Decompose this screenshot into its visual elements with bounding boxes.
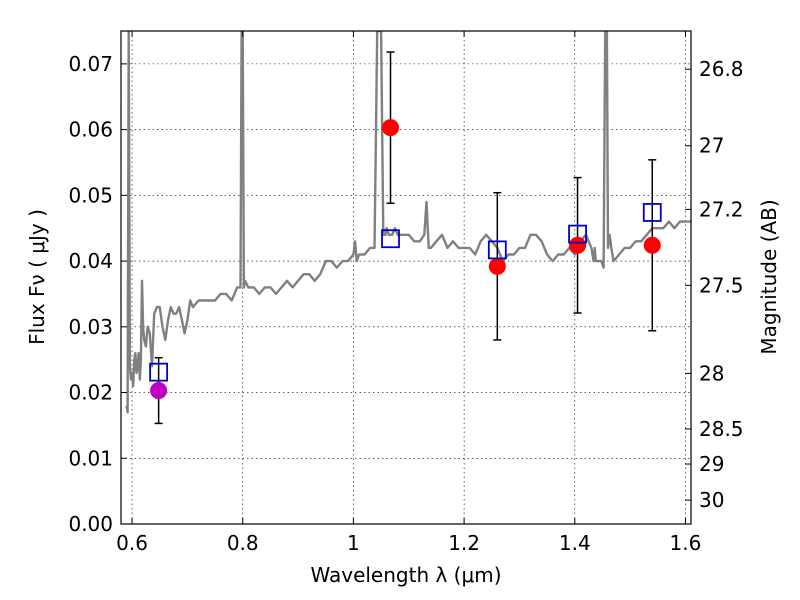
y2-tick-label: 27.5 xyxy=(699,273,744,297)
plot-frame xyxy=(120,30,692,525)
ticks: 0.6 0.8 1 1.2 1.4 1.6 0.00 0.01 0.02 0.03 0.04 0.05… xyxy=(68,31,744,555)
synthetic-photometry-square xyxy=(381,229,400,249)
photometry-point xyxy=(488,257,506,275)
y2-tick-label: 28.5 xyxy=(699,417,744,441)
y-tick-label: 0.04 xyxy=(68,249,113,273)
x-tick-label: 1.6 xyxy=(670,531,702,555)
photometry-point xyxy=(382,119,400,137)
y-tick-label: 0.02 xyxy=(68,381,113,405)
synthetic-photometry-square xyxy=(149,362,169,382)
x-tick-label: 0.6 xyxy=(116,531,148,555)
spectrum-line xyxy=(125,31,691,414)
x-tick-label: 1.2 xyxy=(448,531,480,555)
marker-layer xyxy=(149,51,662,425)
y2-tick-label: 29 xyxy=(699,452,724,476)
photometry-point xyxy=(643,236,661,254)
photometry-point xyxy=(569,236,587,254)
x-tick-label: 1 xyxy=(347,531,360,555)
y-tick-label: 0.07 xyxy=(68,52,113,76)
synthetic-photometry-square xyxy=(568,224,587,244)
spectrum-layer xyxy=(125,31,691,414)
y2-tick-label: 30 xyxy=(699,488,724,512)
synthetic-photometry-square xyxy=(642,203,662,222)
y-tick-label: 0.01 xyxy=(68,446,113,470)
x-axis-label: Wavelength λ (μm) xyxy=(310,563,501,587)
y2-tick-label: 27 xyxy=(699,134,724,158)
y-tick-label: 0.03 xyxy=(68,315,113,339)
y2-tick-label: 26.8 xyxy=(699,57,744,81)
x-tick-label: 0.8 xyxy=(227,531,259,555)
y2-tick-label: 28 xyxy=(699,361,724,385)
y-tick-label: 0.00 xyxy=(68,512,113,536)
synthetic-photometry-square xyxy=(487,240,507,260)
y2-axis-label: Magnitude (AB) xyxy=(757,199,781,354)
x-tick-label: 1.4 xyxy=(559,531,591,555)
photometry-point xyxy=(150,382,168,400)
y-axis-label: Flux Fν ( μJy ) xyxy=(25,209,49,345)
y-tick-label: 0.05 xyxy=(68,183,113,207)
y-tick-label: 0.06 xyxy=(68,118,113,142)
y2-tick-label: 27.2 xyxy=(699,197,744,221)
